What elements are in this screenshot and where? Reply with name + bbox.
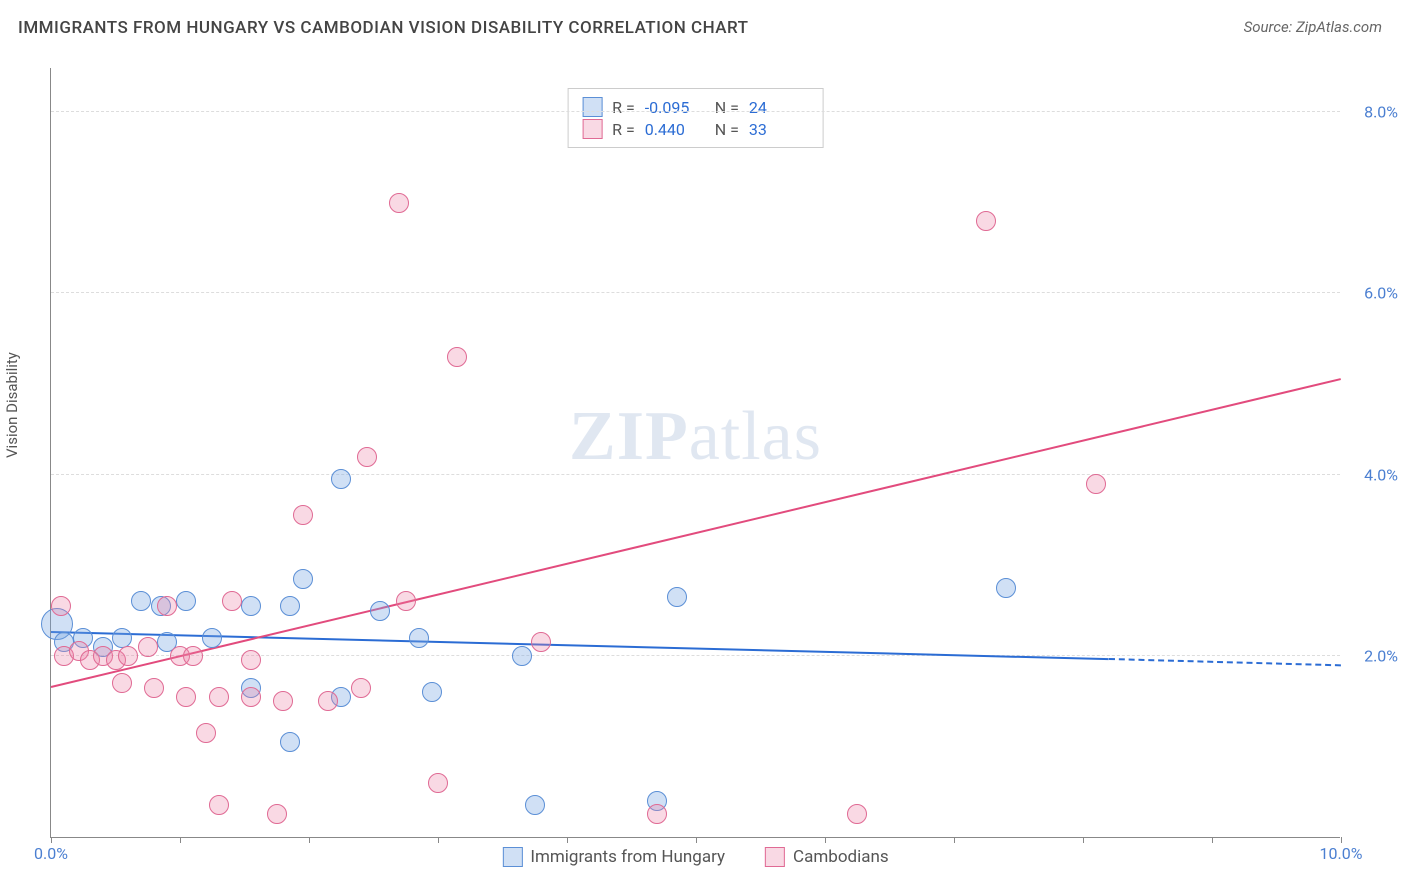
data-point-hungary — [422, 682, 442, 702]
x-tick — [825, 837, 826, 843]
data-point-cambodians — [351, 678, 371, 698]
legend-item-hungary: Immigrants from Hungary — [502, 847, 725, 867]
stat-r-label: R = — [612, 120, 635, 139]
data-point-hungary — [241, 596, 261, 616]
data-point-hungary — [131, 591, 151, 611]
data-point-hungary — [996, 578, 1016, 598]
x-tick — [309, 837, 310, 843]
x-tick — [1341, 837, 1342, 843]
chart-header: IMMIGRANTS FROM HUNGARY VS CAMBODIAN VIS… — [0, 0, 1406, 38]
data-point-cambodians — [51, 596, 71, 616]
data-point-cambodians — [176, 687, 196, 707]
data-point-cambodians — [196, 723, 216, 743]
data-point-cambodians — [118, 646, 138, 666]
chart-title: IMMIGRANTS FROM HUNGARY VS CAMBODIAN VIS… — [18, 18, 749, 38]
gridline-h — [51, 292, 1340, 293]
data-point-cambodians — [647, 804, 667, 824]
data-point-cambodians — [222, 591, 242, 611]
x-tick — [567, 837, 568, 843]
y-tick-label: 6.0% — [1364, 284, 1398, 303]
data-point-hungary — [409, 628, 429, 648]
x-tick — [51, 837, 52, 843]
data-point-cambodians — [357, 447, 377, 467]
y-tick-label: 4.0% — [1364, 465, 1398, 484]
plot-area: ZIPatlas R =-0.095N =24R =0.440N =33 Imm… — [50, 68, 1340, 838]
data-point-hungary — [512, 646, 532, 666]
data-point-hungary — [293, 569, 313, 589]
data-point-cambodians — [273, 691, 293, 711]
data-point-cambodians — [138, 637, 158, 657]
data-point-hungary — [202, 628, 222, 648]
data-point-cambodians — [209, 795, 229, 815]
swatch-hungary — [582, 97, 602, 117]
stat-r-label: R = — [612, 98, 635, 117]
legend-swatch-hungary — [502, 847, 522, 867]
stat-r-value: 0.440 — [645, 120, 705, 139]
data-point-cambodians — [976, 211, 996, 231]
data-point-hungary — [280, 596, 300, 616]
data-point-cambodians — [447, 347, 467, 367]
x-tick — [1083, 837, 1084, 843]
x-tick-label: 10.0% — [1320, 844, 1363, 863]
data-point-hungary — [176, 591, 196, 611]
data-point-hungary — [667, 587, 687, 607]
data-point-cambodians — [183, 646, 203, 666]
x-tick — [438, 837, 439, 843]
data-point-cambodians — [531, 632, 551, 652]
stats-row-cambodians: R = 0.440 N = 33 — [582, 119, 809, 139]
data-point-hungary — [525, 795, 545, 815]
data-point-hungary — [112, 628, 132, 648]
watermark: ZIPatlas — [569, 397, 822, 477]
stat-n-value: 24 — [749, 98, 809, 117]
data-point-cambodians — [241, 650, 261, 670]
legend-swatch-cambodians — [765, 847, 785, 867]
y-tick-label: 8.0% — [1364, 103, 1398, 122]
data-point-cambodians — [847, 804, 867, 824]
data-point-cambodians — [157, 596, 177, 616]
legend-label-cambodians: Cambodians — [793, 847, 889, 867]
watermark-atlas: atlas — [689, 398, 822, 475]
y-axis-label: Vision Disability — [3, 352, 21, 458]
chart-source: Source: ZipAtlas.com — [1244, 18, 1382, 36]
data-point-cambodians — [293, 505, 313, 525]
trend-line-dash-hungary — [1109, 658, 1341, 666]
data-point-cambodians — [1086, 474, 1106, 494]
bottom-legend: Immigrants from Hungary Cambodians — [502, 847, 888, 867]
stats-legend-box: R = -0.095 N = 24 R = 0.440 N = 33 — [567, 88, 824, 148]
data-point-cambodians — [428, 773, 448, 793]
data-point-cambodians — [209, 687, 229, 707]
data-point-cambodians — [396, 591, 416, 611]
stat-n-label: N = — [715, 98, 739, 117]
x-tick — [954, 837, 955, 843]
legend-item-cambodians: Cambodians — [765, 847, 889, 867]
x-tick — [1212, 837, 1213, 843]
swatch-cambodians — [582, 119, 602, 139]
data-point-cambodians — [318, 691, 338, 711]
data-point-hungary — [370, 601, 390, 621]
gridline-h — [51, 111, 1340, 112]
y-tick-label: 2.0% — [1364, 646, 1398, 665]
data-point-cambodians — [267, 804, 287, 824]
stat-r-value: -0.095 — [645, 98, 705, 117]
stat-n-value: 33 — [749, 120, 809, 139]
trend-line-cambodians — [51, 378, 1341, 688]
data-point-cambodians — [389, 193, 409, 213]
chart-container: Vision Disability ZIPatlas R = -0.095 N = 2… — [0, 48, 1406, 868]
x-tick-label: 0.0% — [34, 844, 68, 863]
x-tick — [180, 837, 181, 843]
data-point-hungary — [331, 469, 351, 489]
stats-row-hungary: R = -0.095 N = 24 — [582, 97, 809, 117]
gridline-h — [51, 474, 1340, 475]
data-point-cambodians — [112, 673, 132, 693]
watermark-zip: ZIP — [569, 398, 689, 475]
stat-n-label: N = — [715, 120, 739, 139]
legend-label-hungary: Immigrants from Hungary — [530, 847, 725, 867]
x-tick — [696, 837, 697, 843]
data-point-cambodians — [241, 687, 261, 707]
data-point-hungary — [280, 732, 300, 752]
data-point-cambodians — [144, 678, 164, 698]
